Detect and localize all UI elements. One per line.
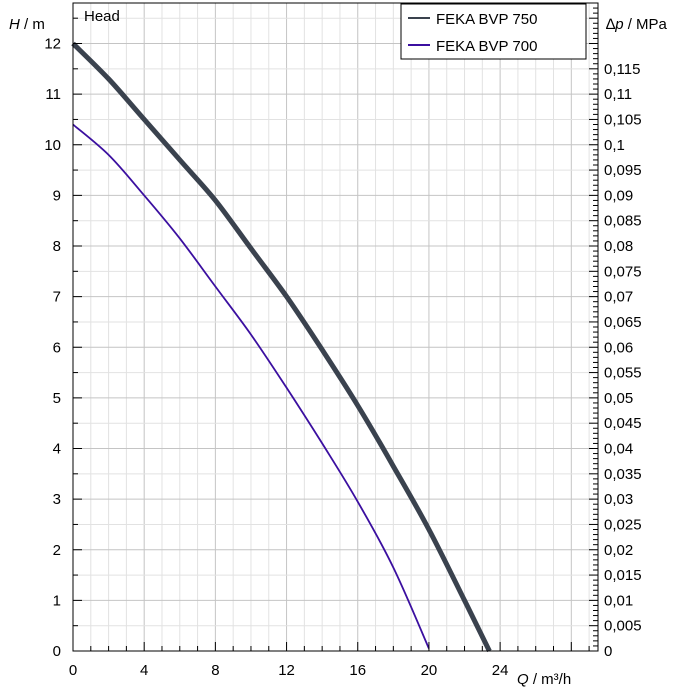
series-line-feka-bvp-750 (71, 41, 492, 653)
panel-label: Head (84, 8, 120, 25)
x-tick-label: 20 (421, 662, 438, 679)
y-left-tick-label: 5 (53, 390, 61, 407)
y-left-tick-label: 10 (44, 137, 61, 154)
y-right-axis-label: ∆p / MPa (606, 16, 668, 33)
y-right-tick-label: 0,075 (604, 263, 642, 280)
axes: 0 4 8 12 16 20 24012345678910111200,0050,010,0… (44, 7, 642, 679)
y-right-tick-label: 0,09 (604, 187, 633, 204)
y-right-tick-label: 0,105 (604, 111, 642, 128)
y-left-tick-label: 7 (53, 289, 61, 306)
y-left-tick-label: 2 (53, 542, 61, 559)
y-left-axis-label: H / m (9, 16, 45, 33)
y-right-tick-label: 0,055 (604, 365, 642, 382)
legend-label-feka-bvp-750: FEKA BVP 750 (436, 11, 537, 28)
y-right-tick-label: 0,11 (604, 86, 632, 103)
y-left-tick-label: 0 (53, 643, 61, 660)
y-left-tick-label: 8 (53, 238, 61, 255)
y-right-tick-label: 0,045 (604, 415, 642, 432)
y-right-tick-label: 0,015 (604, 567, 642, 584)
y-right-tick-label: 0,01 (604, 592, 633, 609)
y-right-tick-label: 0,115 (604, 61, 640, 78)
y-left-tick-label: 6 (53, 339, 61, 356)
y-right-tick-label: 0 (604, 643, 612, 660)
x-tick-label: 12 (278, 662, 295, 679)
y-right-tick-label: 0,065 (604, 314, 642, 331)
y-left-tick-label: 12 (44, 36, 61, 53)
legend-label-feka-bvp-700: FEKA BVP 700 (436, 38, 537, 55)
x-tick-label: 16 (349, 662, 366, 679)
y-right-tick-label: 0,08 (604, 238, 633, 255)
y-right-tick-label: 0,005 (604, 618, 642, 635)
y-right-tick-label: 0,025 (604, 516, 642, 533)
y-left-tick-label: 3 (53, 491, 61, 508)
y-right-tick-label: 0,04 (604, 441, 633, 458)
series-line-feka-bvp-700 (72, 123, 430, 649)
y-left-tick-label: 11 (45, 86, 61, 103)
plot-frame (72, 2, 599, 652)
y-right-tick-label: 0,095 (604, 162, 642, 179)
legend: FEKA BVP 750 FEKA BVP 700 (400, 3, 587, 60)
y-left-tick-label: 9 (53, 187, 61, 204)
x-axis-label: Q / m³/h (517, 671, 571, 688)
y-right-tick-label: 0,07 (604, 289, 633, 306)
y-right-tick-label: 0,02 (604, 542, 633, 559)
grid (73, 3, 598, 651)
x-tick-label: 4 (140, 662, 148, 679)
y-right-tick-label: 0,06 (604, 339, 633, 356)
y-right-tick-label: 0,05 (604, 390, 633, 407)
series-layer (71, 41, 492, 653)
x-tick-label: 0 (69, 662, 77, 679)
y-right-tick-label: 0,03 (604, 491, 633, 508)
y-left-tick-label: 1 (53, 592, 61, 609)
y-left-tick-label: 4 (53, 441, 61, 458)
y-right-tick-label: 0,085 (604, 213, 642, 230)
x-tick-label: 24 (492, 662, 509, 679)
x-tick-label: 8 (211, 662, 219, 679)
y-right-tick-label: 0,1 (604, 137, 625, 154)
y-right-tick-label: 0,035 (604, 466, 642, 483)
legend-box (400, 3, 587, 60)
